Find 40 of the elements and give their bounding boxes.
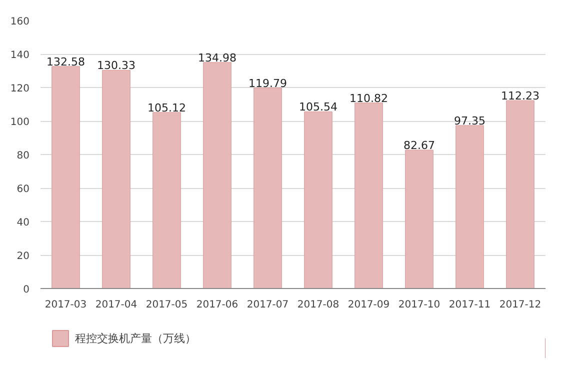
data-label: 134.98 <box>198 51 237 64</box>
x-tick-label: 2017-03 <box>44 300 87 310</box>
data-label: 119.79 <box>248 76 288 90</box>
data-label: 97.35 <box>454 114 486 128</box>
bar <box>52 66 80 288</box>
y-tick-label: 60 <box>16 184 30 195</box>
x-tick-label: 2017-08 <box>297 300 340 310</box>
data-label: 130.33 <box>97 59 136 72</box>
data-label: 82.67 <box>404 139 436 152</box>
bar <box>405 150 434 288</box>
data-label: 112.23 <box>501 90 540 103</box>
bar <box>203 62 232 288</box>
bar <box>456 125 484 288</box>
legend-label: 程控交换机产量（万线） <box>75 330 196 346</box>
x-tick-label: 2017-05 <box>146 300 188 310</box>
x-tick-label: 2017-09 <box>348 300 390 310</box>
x-tick-label: 2017-10 <box>398 300 440 310</box>
y-tick-label: 0 <box>23 284 30 296</box>
x-tick-label: 2017-06 <box>196 300 238 310</box>
y-tick-label: 160 <box>10 16 30 28</box>
x-tick-label: 2017-11 <box>448 300 491 310</box>
x-tick-label: 2017-12 <box>499 300 542 310</box>
data-label: 110.82 <box>350 92 388 105</box>
y-tick-label: 20 <box>16 251 30 262</box>
data-label: 132.58 <box>46 55 86 68</box>
data-label: 105.54 <box>299 100 338 114</box>
x-tick-label: 2017-07 <box>246 300 289 310</box>
data-label: 105.12 <box>148 101 186 114</box>
bar <box>254 88 282 288</box>
y-tick-label: 120 <box>10 84 30 94</box>
y-tick-label: 100 <box>10 117 30 128</box>
bar <box>152 112 181 288</box>
x-tick-label: 2017-04 <box>95 300 138 310</box>
bar <box>102 70 130 288</box>
y-tick-label: 80 <box>16 150 30 162</box>
bar <box>506 100 534 288</box>
bar <box>304 111 332 288</box>
bar <box>354 102 383 288</box>
y-tick-label: 40 <box>16 218 30 228</box>
y-tick-label: 140 <box>10 50 30 61</box>
